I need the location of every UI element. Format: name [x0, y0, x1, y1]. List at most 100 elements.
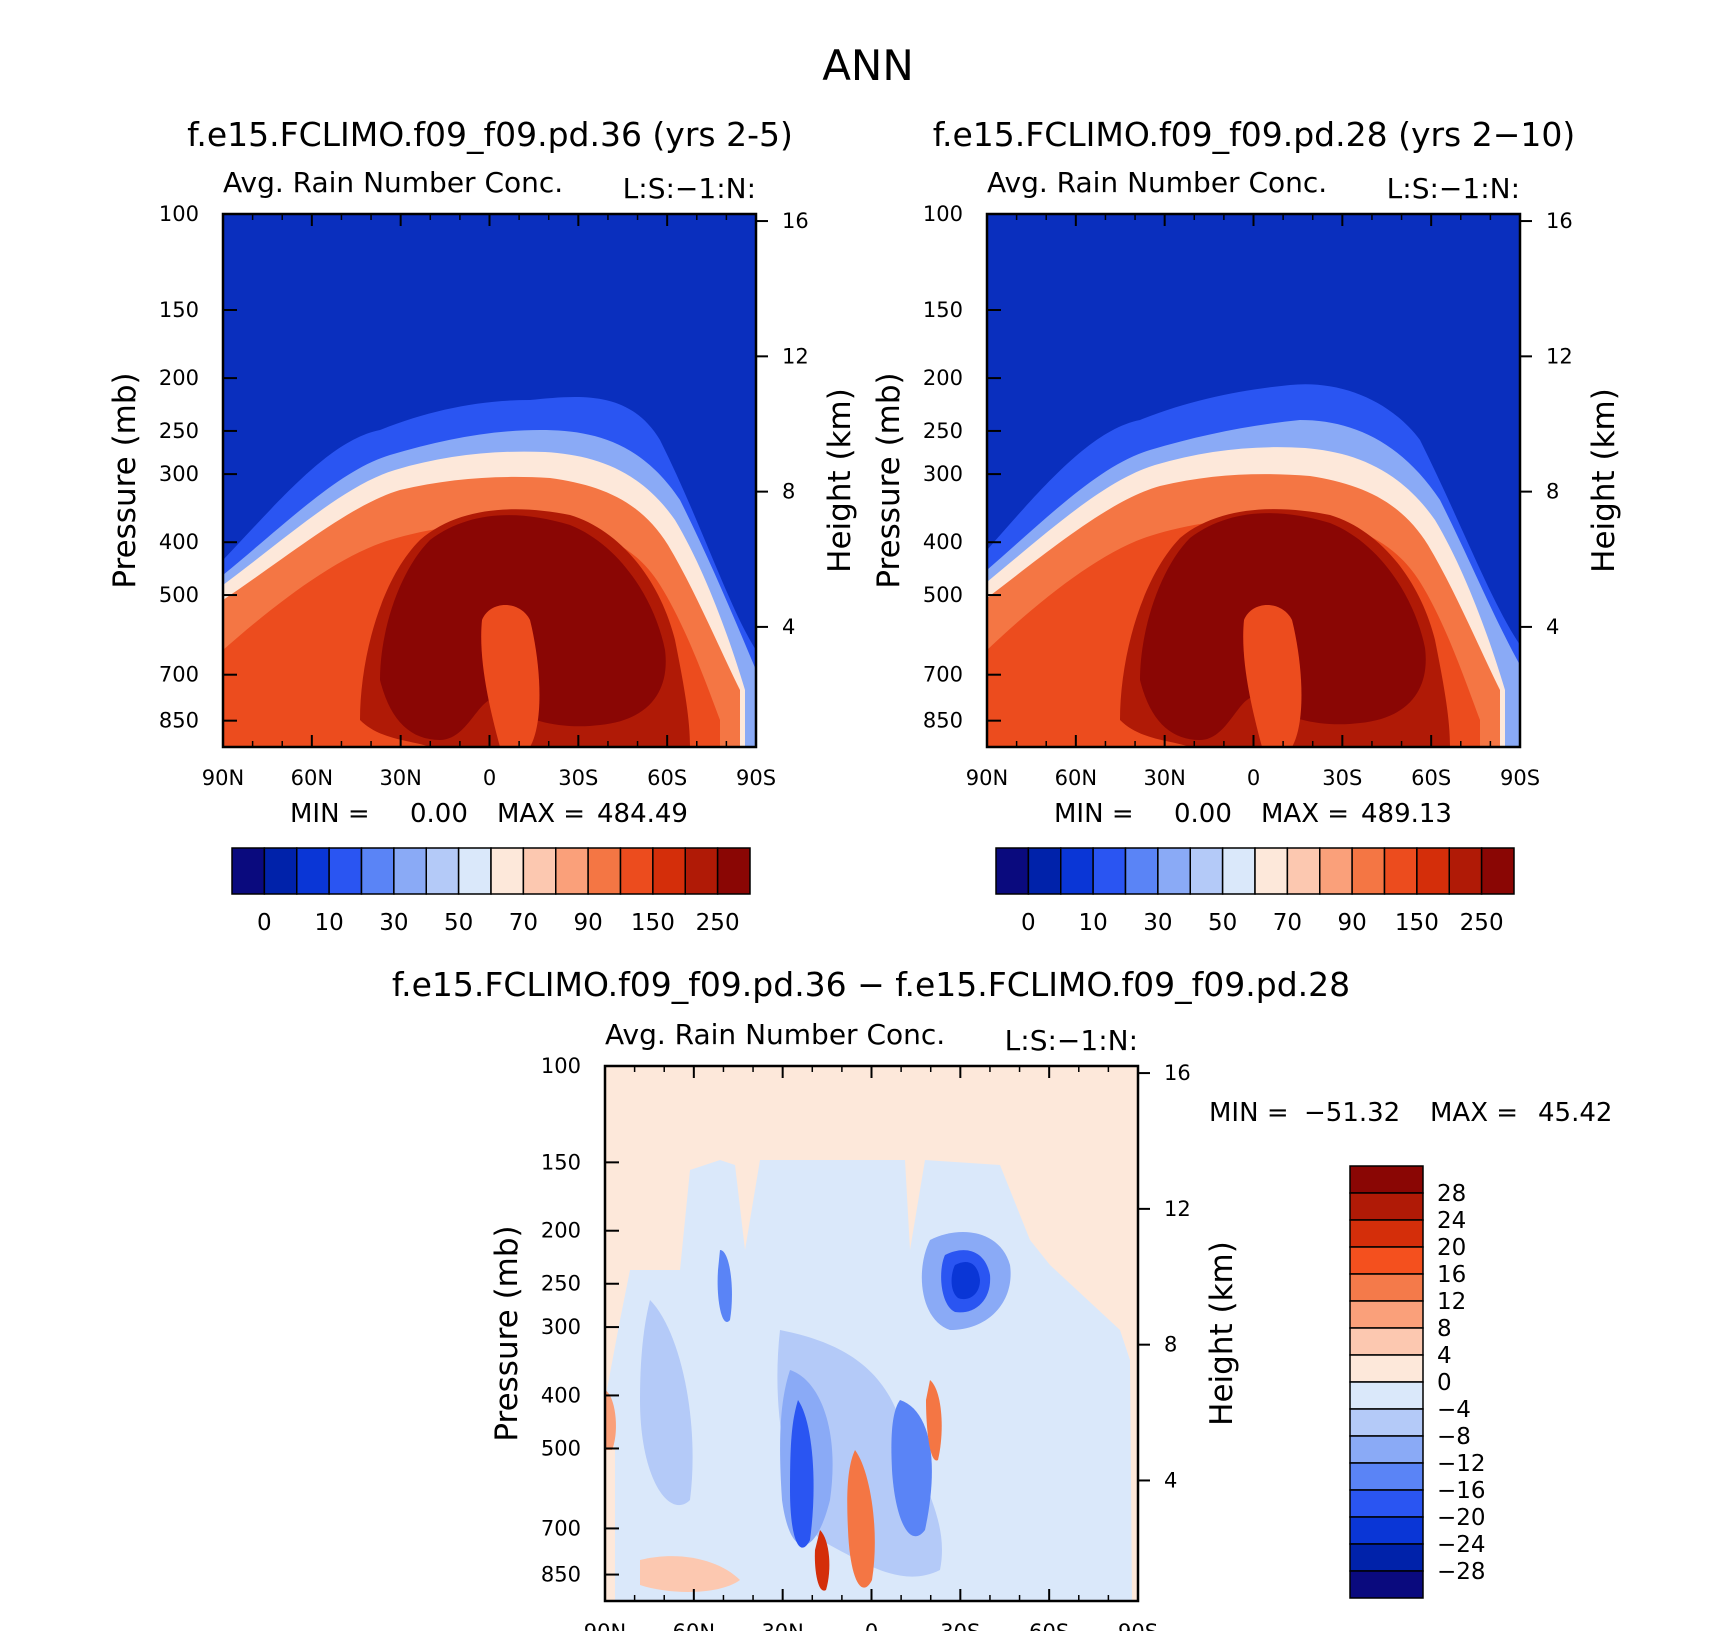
panel-a-ytick-label: 500 [159, 583, 199, 607]
panel-c-subtitle-left: Avg. Rain Number Conc. [605, 1018, 945, 1051]
panel-b-y2tick-label: 8 [1546, 480, 1559, 504]
panel-a-ytick-label: 250 [159, 419, 199, 443]
panel-b-colorbar: 0 10 30 50 70 90 150 250 [995, 847, 1515, 936]
panel-c-colorbar-label: 28 [1437, 1181, 1466, 1207]
panel-c-min-value: −51.32 [1304, 1098, 1400, 1128]
panel-c-ytick-label: 700 [541, 1516, 581, 1540]
panel-b-colorbar-swatch [1319, 847, 1353, 895]
panel-c-colorbar-label: −20 [1437, 1505, 1486, 1531]
panel-c-xtick-label: 60N [673, 1620, 715, 1631]
panel-b-ylabel: Pressure (mb) [871, 372, 907, 588]
panel-b-y2tick-label: 16 [1546, 209, 1573, 233]
panel-b-min-label: MIN = [1054, 799, 1134, 829]
panel-a-colorbar-swatch [328, 847, 363, 895]
panel-a-inner-lobe [481, 605, 540, 747]
panel-c-blue-patch-4 [790, 1400, 814, 1548]
panel-a-colorbar-swatch [393, 847, 427, 895]
panel-c-colorbar-swatch [1349, 1165, 1424, 1194]
panel-b-colorbar-label: 30 [1143, 910, 1172, 936]
panel-c-blue-patch-8 [717, 1250, 732, 1322]
panel-c-colorbar-label: 8 [1437, 1316, 1452, 1342]
panel-c-colorbar-swatch [1349, 1462, 1424, 1491]
panel-a-min-label: MIN = [290, 799, 370, 829]
panel-b-xtick-label: 90S [1500, 766, 1540, 790]
panel-a-colorbar-label: 90 [573, 910, 602, 936]
panel-c-blue-patch-9 [891, 1400, 932, 1537]
panel-b-ytick-label: 100 [923, 202, 963, 226]
panel-b-xtick-label: 60N [1055, 766, 1097, 790]
panel-a-colorbar-swatch [231, 847, 266, 895]
panel-b-colorbar-swatch [1286, 847, 1321, 895]
panel-a-title: f.e15.FCLIMO.f09_f09.pd.36 (yrs 2-5) [187, 115, 793, 154]
panel-a-colorbar-swatch [425, 847, 460, 895]
panel-b-colorbar-swatch [1416, 847, 1450, 895]
panel-c-colorbar-swatch [1349, 1219, 1424, 1248]
panel-b-xtick-label: 0 [1247, 766, 1260, 790]
panel-a-colorbar-label: 70 [509, 910, 538, 936]
panel-a-colorbar-swatch [716, 847, 751, 895]
panel-c-colorbar-label: 24 [1437, 1208, 1466, 1234]
panel-a-colorbar-swatch [296, 847, 330, 895]
panel-c-colorbar-swatch [1349, 1435, 1424, 1464]
panel-c-ytick-label: 500 [541, 1436, 581, 1460]
panel-b-ytick-label: 700 [923, 663, 963, 687]
panel-c-colorbar-swatch [1349, 1516, 1424, 1545]
panel-c-y2label: Height (km) [1204, 1241, 1240, 1426]
panel-c-xtick-label: 90S [1118, 1620, 1158, 1631]
panel-b-colorbar-swatch [1480, 847, 1515, 895]
panel-c-max-value: 45.42 [1538, 1098, 1612, 1128]
panel-a-colorbar-swatch [457, 847, 492, 895]
panel-a-colorbar-swatch [263, 847, 298, 895]
panel-a-min-value: 0.00 [410, 799, 468, 829]
panel-a-xtick-label: 30S [558, 766, 598, 790]
panel-a-xtick-label: 60N [291, 766, 333, 790]
panel-a-colorbar-swatch [619, 847, 654, 895]
panel-b-colorbar-swatch [1221, 847, 1256, 895]
panel-a-colorbar-swatch [555, 847, 589, 895]
panel-c-ytick-label: 200 [541, 1219, 581, 1243]
panel-a-y2tick-label: 12 [782, 344, 809, 368]
panel-b-max-value: 489.13 [1361, 799, 1452, 829]
panel-a-xtick-label: 90S [736, 766, 776, 790]
panel-b-y2label: Height (km) [1586, 388, 1622, 573]
panel-a-y2label: Height (km) [822, 388, 858, 573]
panel-c-ylabel: Pressure (mb) [489, 1225, 525, 1441]
panel-a-field [223, 214, 756, 747]
panel-c-axes: 90N 60N 30N 0 30S 60S 90S 100 150 200 250 300 400 500… [489, 1054, 1240, 1631]
panel-b-colorbar-label: 50 [1208, 910, 1237, 936]
panel-a-colorbar-label: 250 [696, 910, 740, 936]
panel-a-colorbar-swatch [490, 847, 525, 895]
panel-b-subtitle-right: L:S:−1:N: [1387, 172, 1520, 205]
panel-c-red-patch-2 [847, 1450, 875, 1588]
panel-c-ytick-label: 250 [541, 1272, 581, 1296]
panel-b-colorbar-label: 0 [1021, 910, 1036, 936]
panel-a-colorbar: 0 10 30 50 70 90 150 250 [231, 847, 751, 936]
panel-c: f.e15.FCLIMO.f09_f09.pd.36 − f.e15.FCLIM… [392, 965, 1613, 1631]
panel-a-y2tick-label: 16 [782, 209, 809, 233]
panel-b-min-value: 0.00 [1174, 799, 1232, 829]
panel-c-xtick-label: 30N [761, 1620, 803, 1631]
panel-a-axes: 90N 60N 30N 0 30S 60S 90S 100 150 200 250 300 400 500… [107, 202, 858, 790]
panel-b-colorbar-swatch [1351, 847, 1386, 895]
panel-c-y2tick-label: 8 [1164, 1333, 1177, 1357]
panel-c-colorbar-label: 12 [1437, 1289, 1466, 1315]
panel-a-colorbar-swatch [360, 847, 395, 895]
panel-c-colorbar-swatch [1349, 1192, 1424, 1221]
panel-c-colorbar-label: −12 [1437, 1451, 1486, 1477]
panel-c-ytick-label: 100 [541, 1054, 581, 1078]
panel-b-colorbar-swatch [1027, 847, 1062, 895]
panel-a-ytick-label: 700 [159, 663, 199, 687]
panel-b-colorbar-swatch [1124, 847, 1159, 895]
panel-c-colorbar-label: −16 [1437, 1478, 1486, 1504]
panel-c-ytick-label: 850 [541, 1563, 581, 1587]
panel-a-y2tick-label: 8 [782, 480, 795, 504]
panel-b-max-label: MAX = [1261, 799, 1349, 829]
panel-a-xtick-label: 30N [379, 766, 421, 790]
panel-a-ytick-label: 850 [159, 709, 199, 733]
panel-c-field [605, 1066, 1138, 1601]
panel-a-ytick-label: 150 [159, 298, 199, 322]
panel-a: f.e15.FCLIMO.f09_f09.pd.36 (yrs 2-5) Avg… [107, 115, 858, 936]
panel-a-ytick-label: 300 [159, 462, 199, 486]
panel-c-colorbar-swatch [1349, 1300, 1424, 1329]
